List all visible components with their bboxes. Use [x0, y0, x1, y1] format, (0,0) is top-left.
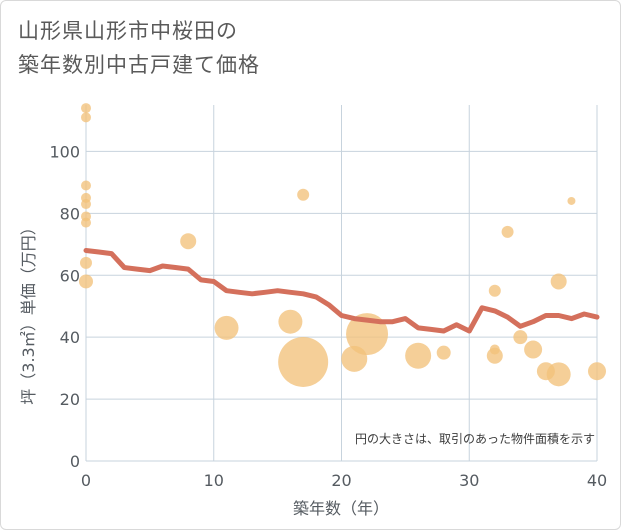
data-bubble [588, 362, 606, 381]
data-bubble [567, 196, 576, 205]
axes: 0 10 20 30 40 0 20 40 60 80 100 [49, 142, 607, 490]
data-bubble [278, 309, 303, 334]
data-bubble [81, 103, 91, 114]
data-bubble [513, 330, 528, 345]
y-tick-label: 60 [60, 266, 80, 285]
data-bubble [81, 180, 91, 191]
data-bubble [436, 345, 451, 360]
data-bubble [180, 233, 197, 250]
data-bubble [546, 362, 571, 387]
data-bubble [297, 188, 310, 201]
y-tick-label: 0 [70, 452, 80, 471]
x-tick-label: 40 [587, 471, 607, 490]
y-tick-label: 100 [49, 142, 80, 161]
bubble-series [79, 103, 606, 387]
y-tick-label: 20 [60, 390, 80, 409]
data-bubble [501, 225, 514, 238]
y-tick-label: 40 [60, 328, 80, 347]
data-bubble [486, 347, 503, 364]
x-tick-label: 30 [459, 471, 479, 490]
data-bubble [81, 199, 91, 210]
data-bubble [214, 315, 239, 340]
chart-title-line2: 築年数別中古戸建て価格 [18, 53, 260, 77]
data-bubble [405, 342, 432, 369]
data-bubble [488, 284, 501, 297]
y-tick-label: 80 [60, 204, 80, 223]
grid-lines [85, 105, 598, 462]
data-bubble [81, 217, 91, 228]
x-tick-label: 20 [331, 471, 351, 490]
data-bubble [80, 256, 92, 269]
data-bubble [81, 112, 91, 123]
trend-line-series [83, 248, 600, 334]
x-tick-label: 0 [81, 471, 91, 490]
chart-title: 山形県山形市中桜田の 築年数別中古戸建て価格 [18, 14, 260, 82]
data-bubble [79, 274, 93, 289]
data-bubble [524, 340, 543, 359]
data-bubble [278, 336, 329, 387]
bubble-size-note: 円の大きさは、取引のあった物件面積を示す [355, 431, 595, 446]
data-bubble [550, 273, 567, 290]
chart-title-line1: 山形県山形市中桜田の [18, 19, 238, 43]
x-axis-label: 築年数（年） [293, 499, 389, 518]
x-tick-label: 10 [204, 471, 224, 490]
average-price-line [83, 248, 600, 334]
y-axis-label: 坪（3.3㎡）単価（万円） [19, 219, 38, 404]
